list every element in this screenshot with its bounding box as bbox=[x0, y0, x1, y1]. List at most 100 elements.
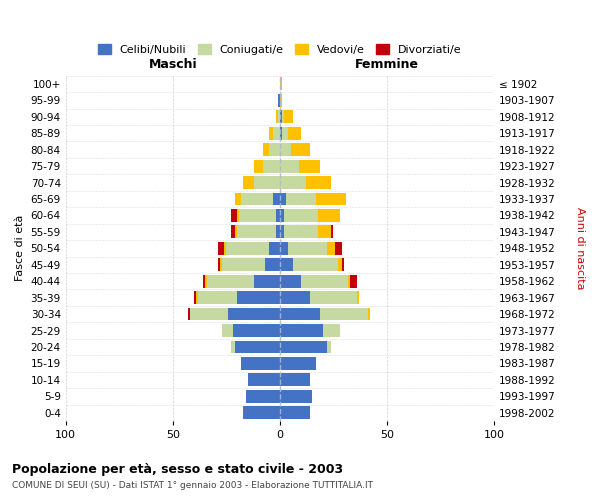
Bar bbox=[233, 324, 280, 337]
Bar bbox=[280, 324, 323, 337]
Bar bbox=[316, 192, 346, 205]
Bar bbox=[220, 258, 222, 271]
Bar bbox=[286, 192, 316, 205]
Bar bbox=[280, 308, 320, 320]
Bar bbox=[282, 127, 289, 140]
Bar bbox=[280, 160, 299, 172]
Bar bbox=[280, 275, 301, 287]
Bar bbox=[237, 291, 280, 304]
Text: Popolazione per età, sesso e stato civile - 2003: Popolazione per età, sesso e stato civil… bbox=[12, 462, 343, 475]
Bar bbox=[235, 340, 280, 353]
Bar bbox=[263, 160, 280, 172]
Bar bbox=[335, 242, 342, 254]
Bar bbox=[194, 291, 196, 304]
Bar bbox=[280, 110, 282, 123]
Bar bbox=[284, 110, 293, 123]
Text: Femmine: Femmine bbox=[355, 58, 419, 70]
Bar bbox=[218, 242, 224, 254]
Bar bbox=[284, 226, 319, 238]
Bar bbox=[319, 226, 331, 238]
Legend: Celibi/Nubili, Coniugati/e, Vedovi/e, Divorziati/e: Celibi/Nubili, Coniugati/e, Vedovi/e, Di… bbox=[93, 40, 466, 60]
Bar bbox=[280, 176, 305, 189]
Bar bbox=[280, 209, 284, 222]
Bar bbox=[284, 209, 319, 222]
Bar bbox=[368, 308, 370, 320]
Bar bbox=[293, 258, 338, 271]
Bar bbox=[331, 226, 334, 238]
Bar bbox=[280, 78, 282, 90]
Bar bbox=[274, 127, 280, 140]
Bar bbox=[235, 226, 237, 238]
Bar bbox=[280, 390, 312, 402]
Bar bbox=[280, 242, 289, 254]
Bar bbox=[301, 275, 349, 287]
Text: Maschi: Maschi bbox=[148, 58, 197, 70]
Bar bbox=[280, 374, 310, 386]
Bar bbox=[235, 192, 241, 205]
Bar bbox=[280, 192, 286, 205]
Bar bbox=[275, 209, 280, 222]
Bar bbox=[222, 258, 265, 271]
Bar bbox=[327, 340, 331, 353]
Bar bbox=[338, 258, 342, 271]
Bar bbox=[248, 374, 280, 386]
Bar bbox=[305, 176, 331, 189]
Bar bbox=[237, 226, 275, 238]
Bar bbox=[254, 176, 280, 189]
Bar bbox=[196, 291, 199, 304]
Bar bbox=[280, 406, 310, 419]
Bar bbox=[274, 192, 280, 205]
Bar bbox=[278, 94, 280, 106]
Bar bbox=[205, 275, 207, 287]
Bar bbox=[263, 143, 269, 156]
Bar bbox=[239, 209, 275, 222]
Bar bbox=[222, 324, 233, 337]
Bar bbox=[310, 291, 357, 304]
Bar bbox=[245, 390, 280, 402]
Bar bbox=[244, 176, 254, 189]
Bar bbox=[280, 258, 293, 271]
Bar bbox=[280, 143, 290, 156]
Bar bbox=[224, 242, 226, 254]
Bar bbox=[254, 160, 263, 172]
Bar bbox=[280, 291, 310, 304]
Bar bbox=[226, 242, 269, 254]
Bar bbox=[190, 308, 229, 320]
Bar bbox=[342, 258, 344, 271]
Bar bbox=[280, 340, 327, 353]
Bar bbox=[275, 110, 278, 123]
Bar bbox=[320, 308, 368, 320]
Y-axis label: Fasce di età: Fasce di età bbox=[15, 215, 25, 282]
Bar bbox=[357, 291, 359, 304]
Text: COMUNE DI SEUI (SU) - Dati ISTAT 1° gennaio 2003 - Elaborazione TUTTITALIA.IT: COMUNE DI SEUI (SU) - Dati ISTAT 1° genn… bbox=[12, 481, 373, 490]
Bar bbox=[280, 127, 282, 140]
Bar bbox=[289, 127, 301, 140]
Bar bbox=[323, 324, 340, 337]
Y-axis label: Anni di nascita: Anni di nascita bbox=[575, 207, 585, 290]
Bar bbox=[230, 209, 237, 222]
Bar bbox=[241, 192, 274, 205]
Bar bbox=[282, 110, 284, 123]
Bar bbox=[241, 357, 280, 370]
Bar bbox=[319, 209, 340, 222]
Bar bbox=[275, 226, 280, 238]
Bar bbox=[280, 226, 284, 238]
Bar bbox=[207, 275, 254, 287]
Bar bbox=[290, 143, 310, 156]
Bar bbox=[269, 242, 280, 254]
Bar bbox=[349, 275, 350, 287]
Bar bbox=[280, 94, 282, 106]
Bar bbox=[269, 143, 280, 156]
Bar bbox=[280, 357, 316, 370]
Bar bbox=[299, 160, 320, 172]
Bar bbox=[350, 275, 357, 287]
Bar bbox=[199, 291, 237, 304]
Bar bbox=[218, 258, 220, 271]
Bar bbox=[278, 110, 280, 123]
Bar bbox=[230, 340, 235, 353]
Bar bbox=[230, 226, 235, 238]
Bar bbox=[269, 127, 274, 140]
Bar bbox=[229, 308, 280, 320]
Bar bbox=[289, 242, 327, 254]
Bar bbox=[203, 275, 205, 287]
